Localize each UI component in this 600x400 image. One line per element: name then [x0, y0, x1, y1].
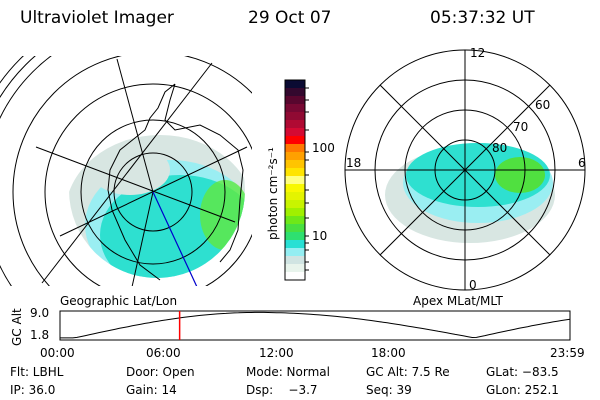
colorbar-segment: [285, 224, 305, 233]
mlt-label-6: 6: [578, 156, 586, 170]
colorbar-segment: [285, 192, 305, 201]
altitude-timeline: [59, 310, 571, 341]
mlt-label-18: 18: [346, 156, 362, 170]
y-tick-1.8: 1.8: [30, 328, 50, 342]
glat-status: GLat: −83.5: [486, 365, 559, 379]
x-tick-2359: 23:59: [550, 346, 585, 360]
x-tick-1200: 12:00: [259, 346, 294, 360]
colorbar-segment: [285, 120, 305, 129]
x-tick-1800: 18:00: [371, 346, 406, 360]
colorbar-frame: [284, 79, 306, 281]
colorbar-segment: [285, 256, 305, 265]
mlat-mlt-polar-plot: [344, 49, 586, 291]
auroral-image-mag: [385, 143, 555, 243]
door-status: Door: Open: [126, 365, 195, 379]
colorbar-segment: [285, 136, 305, 145]
altitude-curve: [60, 311, 571, 339]
colorbar-segment: [285, 200, 305, 209]
colorbar-segment: [285, 96, 305, 105]
colorbar-segment: [285, 88, 305, 97]
colorbar-segment: [285, 144, 305, 153]
colorbar-segment: [285, 128, 305, 137]
seq-status: Seq: 39: [366, 383, 412, 397]
colorbar-tick-100: 100: [312, 141, 335, 155]
x-tick-0000: 00:00: [40, 346, 75, 360]
y-tick-9: 9.0: [30, 306, 50, 320]
colorbar-segment: [285, 184, 305, 193]
glon-status: GLon: 252.1: [486, 383, 559, 397]
mlat-label-80: 80: [492, 141, 508, 155]
colorbar: [284, 79, 309, 281]
colorbar-segment: [285, 160, 305, 169]
colorbar-segment: [285, 240, 305, 249]
geographic-map: [0, 56, 252, 286]
colorbar-segment: [285, 216, 305, 225]
colorbar-segment: [285, 168, 305, 177]
x-tick-0600: 06:00: [146, 346, 181, 360]
time-label: 05:37:32 UT: [430, 8, 535, 28]
colorbar-segment: [285, 264, 305, 273]
mlat-label-60: 60: [535, 98, 551, 112]
filter-status: Flt: LBHL: [10, 365, 64, 379]
colorbar-segment: [285, 104, 305, 113]
colorbar-segment: [285, 208, 305, 217]
apex-label: Apex MLat/MLT: [413, 294, 503, 308]
colorbar-unit-label: photon cm⁻²s⁻¹: [266, 147, 280, 240]
mode-status: Mode: Normal: [246, 365, 330, 379]
instrument-title: Ultraviolet Imager: [20, 8, 174, 28]
gc-alt-status: GC Alt: 7.5 Re: [366, 365, 450, 379]
dsp-status: Dsp: −3.7: [246, 383, 318, 397]
ip-status: IP: 36.0: [10, 383, 56, 397]
timeline-y-label: GC Alt: [10, 308, 24, 346]
colorbar-segment: [285, 80, 305, 89]
colorbar-segment: [285, 112, 305, 121]
geographic-label: Geographic Lat/Lon: [60, 294, 178, 308]
colorbar-segment: [285, 176, 305, 185]
mlt-label-0: 0: [469, 278, 477, 292]
gain-status: Gain: 14: [126, 383, 177, 397]
colorbar-segment: [285, 152, 305, 161]
colorbar-tick-10: 10: [312, 229, 328, 243]
colorbar-segment: [285, 232, 305, 241]
date-label: 29 Oct 07: [248, 8, 332, 28]
mlt-label-12: 12: [470, 46, 486, 60]
colorbar-segment: [285, 272, 305, 281]
colorbar-segment: [285, 248, 305, 257]
sun-direction-line: [152, 191, 198, 286]
mlat-label-70: 70: [513, 120, 529, 134]
